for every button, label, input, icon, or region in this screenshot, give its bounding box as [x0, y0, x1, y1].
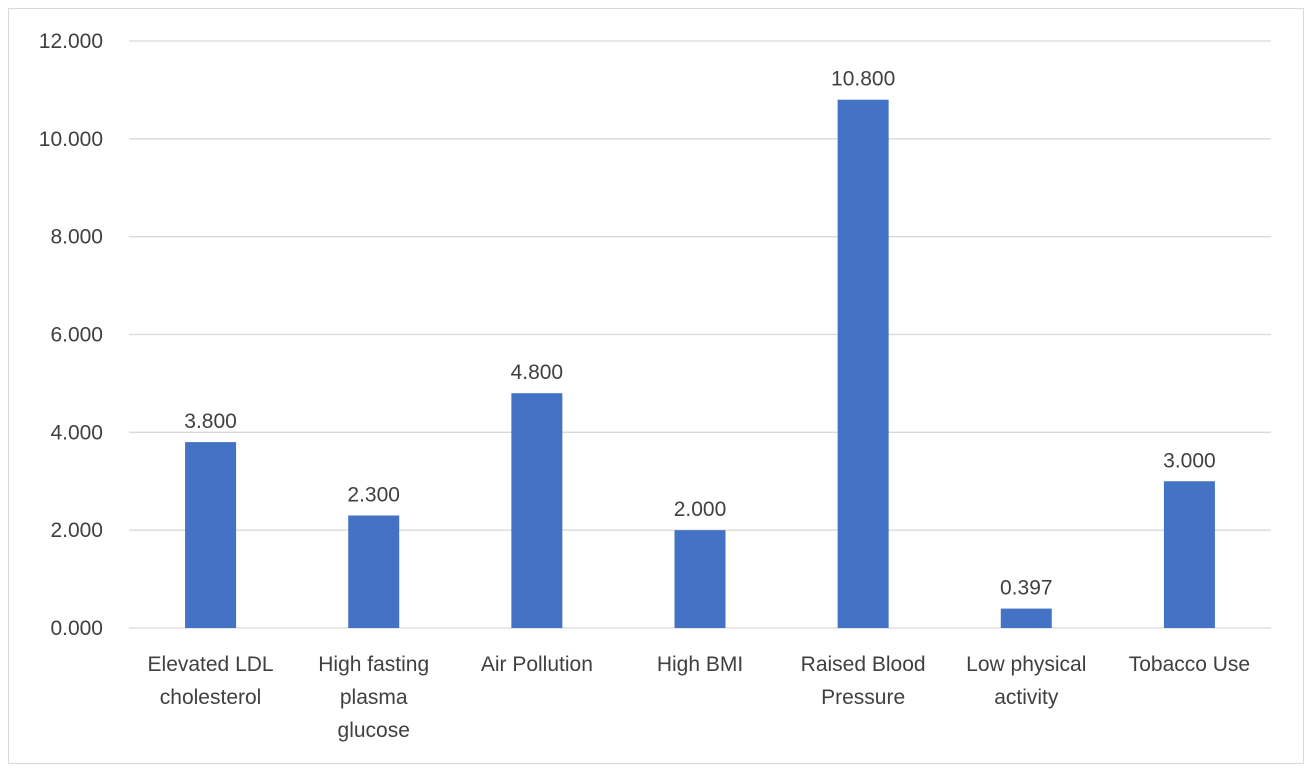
category-label-line: cholesterol: [160, 686, 262, 709]
category-label-line: glucose: [338, 719, 410, 742]
data-labels: 3.800 2.300 4.800 2.000 10.800 0.397 3.000: [184, 68, 1215, 600]
y-tick-label: 2.000: [50, 519, 103, 542]
bar: [511, 393, 563, 628]
data-label: 4.800: [511, 361, 564, 384]
category-label-line: Low physical: [966, 653, 1086, 676]
y-tick-label: 6.000: [50, 324, 103, 347]
y-tick-label: 12.000: [39, 30, 103, 53]
category-label: High BMI: [657, 653, 743, 676]
data-label: 2.000: [674, 498, 727, 521]
category-label-line: Air Pollution: [481, 653, 593, 676]
category-label-line: Tobacco Use: [1129, 653, 1250, 676]
category-label-line: Pressure: [821, 686, 905, 709]
category-label-line: activity: [994, 686, 1059, 709]
data-label: 0.397: [1000, 577, 1053, 600]
y-tick-label: 4.000: [50, 421, 103, 444]
bar: [1000, 608, 1052, 628]
category-label: Raised Blood Pressure: [801, 653, 926, 709]
bar: [185, 442, 237, 628]
bar: [674, 530, 726, 628]
y-tick-label: 10.000: [39, 128, 103, 151]
category-label-line: Raised Blood: [801, 653, 926, 676]
bar-chart: 0.000 2.000 4.000 6.000 8.000 10.000 12.000 3.…: [39, 30, 1271, 742]
category-label-line: High fasting: [318, 653, 429, 676]
gridlines: [129, 40, 1271, 629]
x-axis-category-labels: Elevated LDL cholesterol High fasting plasm…: [148, 653, 1251, 742]
category-label: Air Pollution: [481, 653, 593, 676]
category-label: Elevated LDL cholesterol: [148, 653, 274, 709]
bar: [837, 99, 889, 628]
data-label: 2.300: [347, 483, 400, 506]
category-label: Tobacco Use: [1129, 653, 1250, 676]
bar: [1163, 481, 1215, 628]
y-axis-tick-labels: 0.000 2.000 4.000 6.000 8.000 10.000 12.000: [39, 30, 103, 640]
category-label-line: Elevated LDL: [148, 653, 274, 676]
data-label: 10.800: [831, 68, 895, 91]
y-tick-label: 0.000: [50, 617, 103, 640]
category-label-line: plasma: [340, 686, 408, 709]
data-label: 3.000: [1163, 449, 1216, 472]
category-label: High fasting plasma glucose: [318, 653, 429, 742]
data-label: 3.800: [184, 410, 237, 433]
category-label: Low physical activity: [966, 653, 1086, 709]
bars: [185, 99, 1215, 628]
category-label-line: High BMI: [657, 653, 743, 676]
bar: [348, 515, 400, 628]
y-tick-label: 8.000: [50, 226, 103, 249]
chart-frame: 0.000 2.000 4.000 6.000 8.000 10.000 12.000 3.…: [8, 8, 1304, 764]
